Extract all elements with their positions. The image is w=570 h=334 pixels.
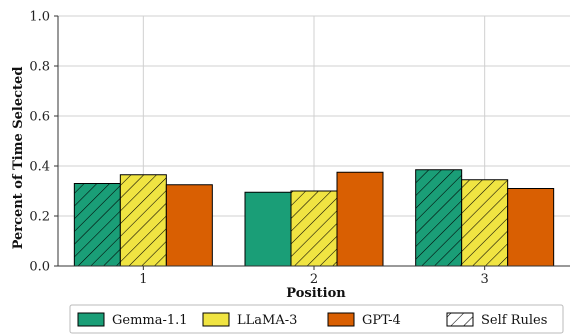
bar-hatch: [120, 174, 167, 266]
bar: [507, 188, 555, 267]
x-tick-label: 1: [139, 272, 147, 287]
bar-hatch: [415, 169, 462, 266]
legend-swatch: [77, 312, 105, 327]
legend-label: GPT-4: [362, 313, 401, 328]
y-tick-label: 0.6: [29, 110, 50, 125]
tick-labels: 0.0 0.2 0.4 0.6 0.8 1.0 1 2 3: [29, 10, 488, 288]
legend-swatch: [202, 312, 230, 327]
y-tick-label: 0.0: [29, 260, 50, 275]
legend-label: LLaMA-3: [237, 313, 297, 328]
bars: [73, 169, 555, 267]
legend-box: [69, 304, 564, 334]
legend-label: Self Rules: [481, 313, 547, 328]
bar-hatch: [291, 191, 337, 266]
bar: [336, 171, 384, 267]
y-axis-title: Percent of Time Selected: [11, 67, 26, 250]
bar: [165, 184, 213, 267]
legend-swatch: [327, 312, 355, 327]
bar-hatch: [461, 179, 508, 266]
axes: [54, 15, 570, 270]
legend-swatch-hatch: [447, 313, 473, 326]
y-tick-label: 0.8: [29, 60, 50, 75]
legend: Gemma-1.1 LLaMA-3 GPT-4 Self Rules: [69, 304, 564, 334]
x-tick-label: 3: [481, 272, 489, 287]
legend-label: Gemma-1.1: [112, 313, 188, 328]
x-axis-title: Position: [286, 286, 346, 301]
y-tick-label: 0.4: [29, 160, 50, 175]
y-tick-label: 1.0: [29, 10, 50, 25]
bar: [244, 191, 292, 267]
y-tick-label: 0.2: [29, 210, 50, 225]
bar-hatch: [74, 183, 121, 266]
x-tick-label: 2: [310, 272, 318, 287]
